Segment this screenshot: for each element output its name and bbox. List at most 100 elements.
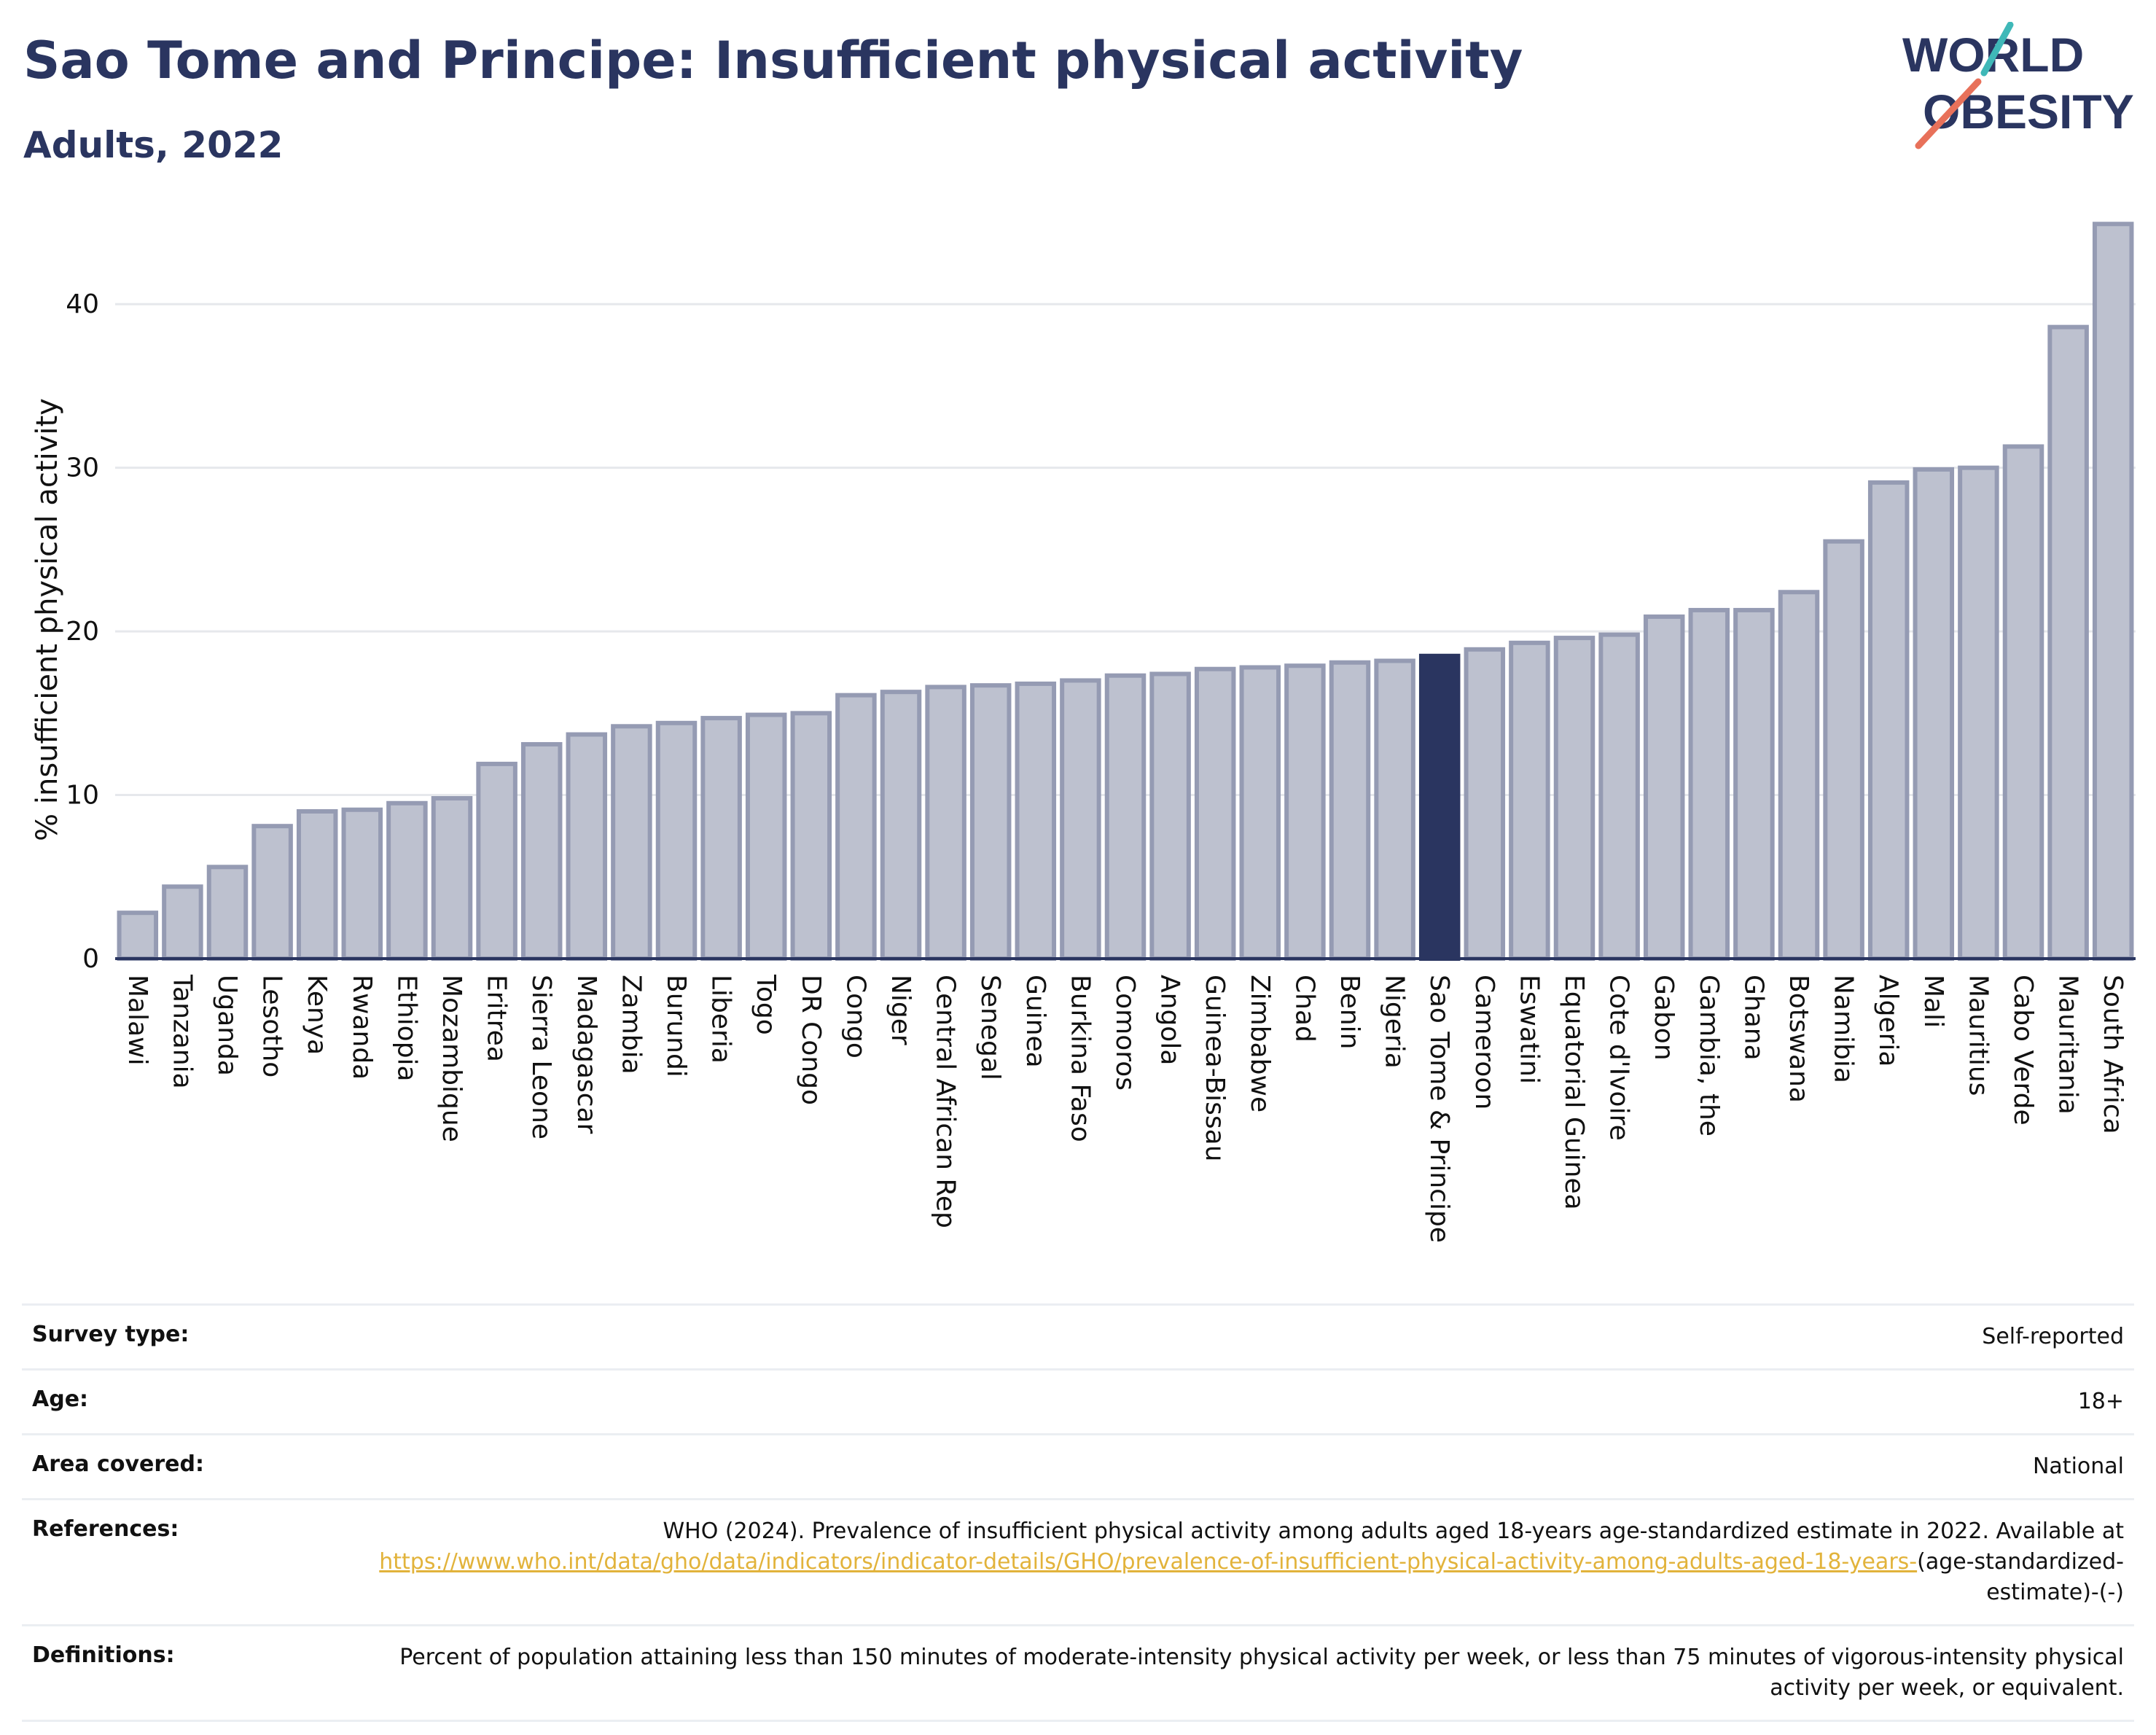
x-tick-label: Ghana bbox=[1738, 975, 1768, 1061]
bar-chart: 0 10 20 30 40 % insufficient physical activit… bbox=[31, 222, 2136, 1243]
x-tick-label: Zambia bbox=[616, 975, 646, 1075]
bar-burundi bbox=[655, 720, 698, 961]
x-tick-label: Burundi bbox=[661, 975, 691, 1077]
x-tick-label: Senegal bbox=[975, 975, 1005, 1080]
x-tick-label: Guinea-Bissau bbox=[1200, 975, 1230, 1162]
bar-tanzania bbox=[162, 884, 203, 961]
x-tick-label: Gabon bbox=[1649, 975, 1679, 1061]
bar-benin bbox=[1329, 660, 1371, 961]
bar-senegal bbox=[969, 683, 1012, 962]
bar-mauritius bbox=[1958, 465, 1999, 961]
bar-guinea bbox=[1015, 681, 1057, 962]
y-tick-label: 0 bbox=[82, 944, 99, 974]
bar-kenya bbox=[296, 809, 338, 961]
x-tick-label: Sierra Leone bbox=[526, 975, 556, 1139]
x-tick-label: Mali bbox=[1918, 975, 1948, 1028]
bar-guinea-bissau bbox=[1194, 666, 1236, 961]
x-tick-label: Equatorial Guinea bbox=[1559, 975, 1589, 1210]
x-tick-label: Eritrea bbox=[482, 975, 512, 1062]
x-tick-label: Cameroon bbox=[1469, 975, 1499, 1110]
bar-liberia bbox=[700, 716, 742, 961]
x-tick-label: Burkina Faso bbox=[1065, 975, 1095, 1142]
x-tick-label: Guinea bbox=[1020, 975, 1050, 1068]
bar-lesotho bbox=[251, 824, 293, 962]
x-tick-label: Cabo Verde bbox=[2008, 975, 2038, 1126]
metadata-value: 18+ bbox=[2077, 1389, 2124, 1414]
metadata-table: Survey type: Self-reported Age: 18+ Area cov… bbox=[22, 1303, 2134, 1722]
chart-title: Sao Tome and Principe: Insufficient phys… bbox=[23, 31, 1523, 90]
bar-madagascar bbox=[566, 732, 608, 961]
metadata-value: National bbox=[2032, 1454, 2124, 1479]
x-tick-label: Namibia bbox=[1829, 975, 1859, 1083]
bar-south-africa bbox=[2092, 222, 2134, 961]
metadata-key: Age: bbox=[32, 1387, 89, 1412]
bar-cote-d-ivoire bbox=[1598, 632, 1640, 961]
x-tick-label: Benin bbox=[1335, 975, 1364, 1049]
logo-slash-coral bbox=[1915, 78, 1982, 149]
bar-cameroon bbox=[1464, 647, 1506, 961]
x-tick-label: Lesotho bbox=[257, 975, 287, 1077]
x-tick-label: Botswana bbox=[1784, 975, 1813, 1103]
x-tick-label: Rwanda bbox=[347, 975, 377, 1080]
bar-botswana bbox=[1778, 590, 1820, 961]
x-tick-label: Angola bbox=[1155, 975, 1185, 1065]
x-tick-label: Malawi bbox=[122, 975, 152, 1066]
world-obesity-logo: WORLD OBESITY bbox=[1902, 21, 2143, 153]
bar-algeria bbox=[1867, 480, 1910, 962]
bar-uganda bbox=[206, 865, 249, 961]
x-tick-label: Tanzania bbox=[167, 974, 197, 1089]
bar-mali bbox=[1913, 467, 1955, 961]
bar-mauritania bbox=[2047, 324, 2089, 961]
metadata-value: Percent of population attaining less tha… bbox=[399, 1645, 2124, 1701]
bar-cabo-verde bbox=[2002, 444, 2044, 961]
x-tick-label: Gambia, the bbox=[1694, 975, 1724, 1136]
bar-burkina-faso bbox=[1060, 678, 1101, 961]
x-tick-label: Liberia bbox=[706, 975, 736, 1064]
bar-zambia bbox=[611, 724, 652, 961]
bar-malawi bbox=[117, 911, 159, 962]
logo-slash-teal bbox=[1980, 21, 2014, 77]
x-tick-label: Madagascar bbox=[571, 975, 601, 1134]
metadata-key: References: bbox=[32, 1516, 179, 1542]
bar-gabon bbox=[1643, 614, 1685, 962]
x-tick-label: Cote d'Ivoire bbox=[1604, 975, 1634, 1141]
bar-layer bbox=[117, 222, 2134, 962]
metadata-row: Survey type: Self-reported bbox=[22, 1303, 2134, 1368]
bar-ethiopia bbox=[386, 800, 428, 961]
y-tick-label: 10 bbox=[66, 781, 99, 811]
metadata-row: References: WHO (2024). Prevalence of ins… bbox=[22, 1498, 2134, 1624]
y-tick-label: 40 bbox=[66, 289, 99, 319]
bar-zimbabwe bbox=[1239, 665, 1281, 961]
metadata-row: Definitions: Percent of population attain… bbox=[22, 1624, 2134, 1722]
y-tick-label: 20 bbox=[66, 617, 99, 647]
x-tick-label: Kenya bbox=[302, 975, 332, 1055]
bar-central-african-rep bbox=[925, 685, 966, 962]
metadata-row: Area covered: National bbox=[22, 1433, 2134, 1498]
bar-ghana bbox=[1733, 607, 1775, 962]
x-tick-label: Zimbabwe bbox=[1245, 975, 1275, 1112]
metadata-key: Area covered: bbox=[32, 1451, 204, 1477]
x-tick-label: Sao Tome & Principe bbox=[1424, 975, 1454, 1243]
x-tick-label: DR Congo bbox=[796, 975, 826, 1105]
x-tick-label: Eswatini bbox=[1514, 975, 1544, 1084]
x-tick-label: Mauritius bbox=[1963, 975, 1993, 1096]
bar-eritrea bbox=[476, 761, 517, 962]
metadata-value: Self-reported bbox=[1982, 1324, 2124, 1349]
reference-link[interactable]: https://www.who.int/data/gho/data/indica… bbox=[379, 1549, 1918, 1575]
logo-line-2: OBESITY bbox=[1923, 85, 2134, 139]
x-tick-label: Mozambique bbox=[437, 975, 466, 1142]
bar-sierra-leone bbox=[520, 741, 563, 961]
metadata-key: Survey type: bbox=[32, 1322, 190, 1347]
bar-gambia-the bbox=[1688, 607, 1730, 962]
y-tick-label: 30 bbox=[66, 453, 99, 483]
y-axis-title: % insufficient physical activity bbox=[31, 398, 64, 841]
x-tick-label: Chad bbox=[1289, 975, 1319, 1042]
x-tick-label: South Africa bbox=[2098, 975, 2128, 1134]
bar-rwanda bbox=[341, 807, 383, 961]
bar-chad bbox=[1284, 663, 1326, 961]
x-tick-label: Mauritania bbox=[2053, 975, 2083, 1115]
x-tick-label: Congo bbox=[840, 975, 870, 1058]
x-tick-label: Comoros bbox=[1110, 975, 1140, 1091]
label-layer: 0 10 20 30 40 % insufficient physical activit… bbox=[31, 289, 2128, 1243]
x-tick-label: Algeria bbox=[1873, 975, 1903, 1067]
